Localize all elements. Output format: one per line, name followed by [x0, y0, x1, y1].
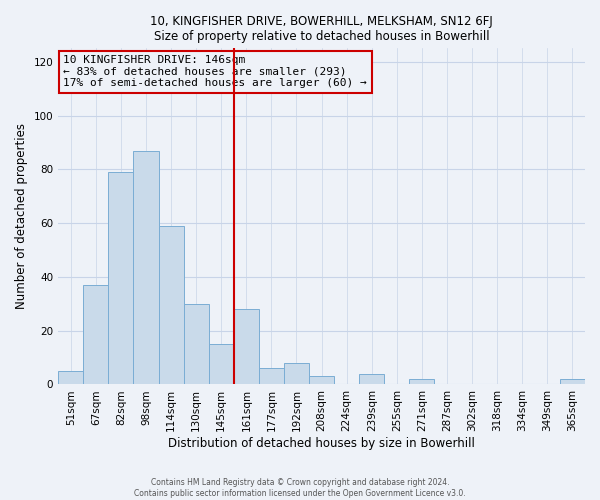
Text: Contains HM Land Registry data © Crown copyright and database right 2024.
Contai: Contains HM Land Registry data © Crown c… — [134, 478, 466, 498]
Bar — [209, 344, 234, 385]
Y-axis label: Number of detached properties: Number of detached properties — [15, 124, 28, 310]
Bar — [409, 379, 434, 384]
Bar — [184, 304, 209, 384]
Bar — [234, 309, 259, 384]
Text: 10 KINGFISHER DRIVE: 146sqm
← 83% of detached houses are smaller (293)
17% of se: 10 KINGFISHER DRIVE: 146sqm ← 83% of det… — [64, 55, 367, 88]
Bar — [133, 150, 158, 384]
X-axis label: Distribution of detached houses by size in Bowerhill: Distribution of detached houses by size … — [168, 437, 475, 450]
Bar — [359, 374, 385, 384]
Bar — [58, 371, 83, 384]
Title: 10, KINGFISHER DRIVE, BOWERHILL, MELKSHAM, SN12 6FJ
Size of property relative to: 10, KINGFISHER DRIVE, BOWERHILL, MELKSHA… — [150, 15, 493, 43]
Bar — [109, 172, 133, 384]
Bar — [284, 363, 309, 384]
Bar — [158, 226, 184, 384]
Bar — [83, 285, 109, 384]
Bar — [259, 368, 284, 384]
Bar — [560, 379, 585, 384]
Bar — [309, 376, 334, 384]
